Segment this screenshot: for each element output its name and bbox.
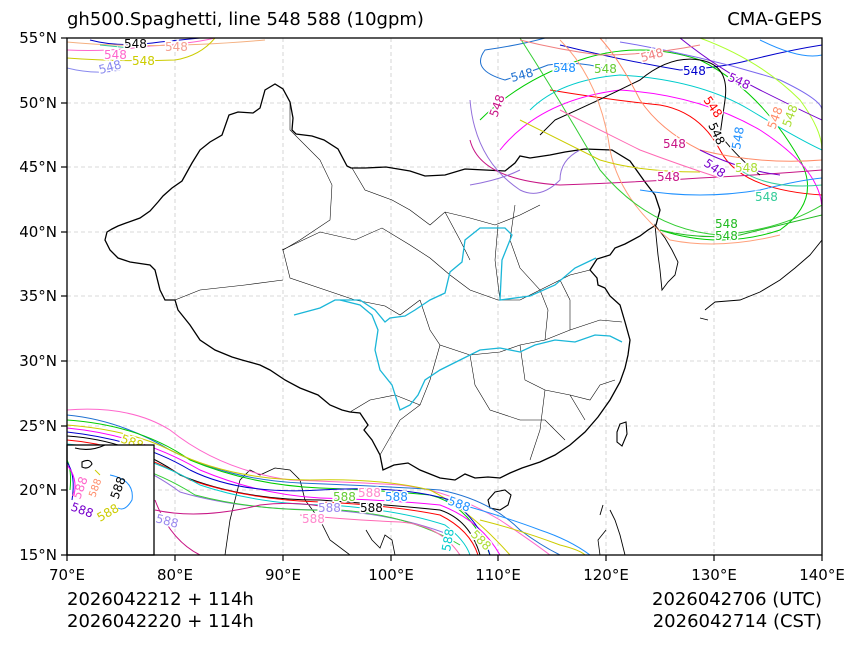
svg-text:548: 548 <box>663 137 686 151</box>
x-tick-120: 120°E <box>583 566 629 584</box>
chart-title: gh500.Spaghetti, line 548 588 (10gpm) <box>67 9 424 30</box>
svg-text:588: 588 <box>318 501 341 515</box>
svg-text:548: 548 <box>553 61 576 75</box>
svg-text:548: 548 <box>657 170 680 184</box>
x-tick-110: 110°E <box>475 566 521 584</box>
contour-548-nw <box>67 38 266 73</box>
svg-text:548: 548 <box>715 229 738 243</box>
philippines <box>599 504 626 555</box>
svg-text:588: 588 <box>360 501 383 515</box>
plot-frame <box>66 37 823 556</box>
svg-text:548: 548 <box>729 126 747 151</box>
yangtze-river <box>339 299 623 411</box>
svg-text:548: 548 <box>104 48 127 62</box>
x-tick-90: 90°E <box>265 566 301 584</box>
valid-time-cst: 2026042714 (CST) <box>652 611 822 632</box>
y-tick-15: 15°N <box>19 546 57 564</box>
x-tick-100: 100°E <box>368 566 414 584</box>
gridlines <box>67 38 822 555</box>
y-tick-55: 55°N <box>19 29 57 47</box>
y-tick-20: 20°N <box>19 481 57 499</box>
x-tick-130: 130°E <box>691 566 737 584</box>
svg-text:548: 548 <box>701 94 726 121</box>
valid-time-utc: 2026042706 (UTC) <box>652 589 822 610</box>
south-china-sea-inset: 588 588 588 588 588 <box>66 444 155 556</box>
svg-text:588: 588 <box>468 527 494 553</box>
svg-text:548: 548 <box>726 70 753 92</box>
svg-text:548: 548 <box>594 62 617 76</box>
svg-text:548: 548 <box>705 120 727 147</box>
svg-text:548: 548 <box>487 93 508 119</box>
korea-peninsula <box>654 223 679 292</box>
y-axis-labels: 55°N 50°N 45°N 40°N 35°N 30°N 25°N 20°N … <box>19 29 57 564</box>
svg-text:548: 548 <box>780 103 801 129</box>
contour-548-ne <box>469 38 822 245</box>
x-axis-labels: 70°E 80°E 90°E 100°E 110°E 120°E 130°E 1… <box>49 566 845 584</box>
china-border <box>104 83 661 481</box>
svg-text:588: 588 <box>446 494 472 515</box>
hainan-island <box>487 489 512 511</box>
south-asia-coast <box>224 467 607 555</box>
svg-text:548: 548 <box>755 190 778 204</box>
japan-islands <box>699 239 822 321</box>
svg-text:588: 588 <box>358 486 381 500</box>
province-borders <box>174 102 623 461</box>
x-tick-80: 80°E <box>157 566 193 584</box>
svg-text:588: 588 <box>333 490 356 504</box>
y-tick-40: 40°N <box>19 223 57 241</box>
y-tick-30: 30°N <box>19 352 57 370</box>
y-tick-45: 45°N <box>19 158 57 176</box>
svg-text:548: 548 <box>735 161 758 175</box>
svg-text:548: 548 <box>639 45 665 64</box>
model-source: CMA-GEPS <box>727 9 822 30</box>
x-tick-70: 70°E <box>49 566 85 584</box>
svg-text:548: 548 <box>715 217 738 231</box>
init-time-1: 2026042212 + 114h <box>67 589 254 610</box>
svg-text:588: 588 <box>385 490 408 504</box>
svg-text:548: 548 <box>165 40 188 54</box>
y-tick-50: 50°N <box>19 94 57 112</box>
svg-text:548: 548 <box>132 54 155 68</box>
y-tick-25: 25°N <box>19 417 57 435</box>
y-tick-35: 35°N <box>19 287 57 305</box>
yellow-river <box>293 227 597 323</box>
rivers <box>293 227 623 411</box>
taiwan-island <box>616 421 628 447</box>
svg-text:588: 588 <box>154 511 180 530</box>
svg-text:548: 548 <box>683 64 706 78</box>
init-times: 2026042212 + 114h 2026042220 + 114h <box>67 589 254 633</box>
svg-text:588: 588 <box>439 528 457 553</box>
svg-text:548: 548 <box>124 37 147 51</box>
init-time-2: 2026042220 + 114h <box>67 611 254 632</box>
x-tick-140: 140°E <box>799 566 845 584</box>
svg-text:588: 588 <box>302 512 325 526</box>
axis-ticks <box>61 37 823 561</box>
valid-times: 2026042706 (UTC) 2026042714 (CST) <box>652 589 822 633</box>
